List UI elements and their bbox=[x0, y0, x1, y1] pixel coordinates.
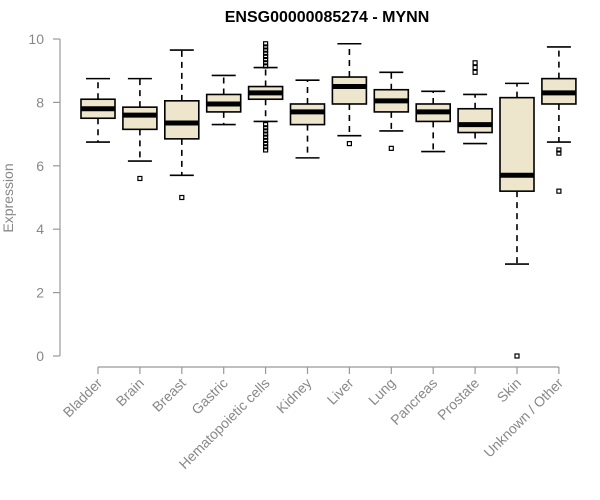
x-tick-label: Pancreas bbox=[387, 375, 440, 428]
x-tick-label: Brain bbox=[113, 375, 147, 409]
outlier-point bbox=[472, 69, 478, 75]
box bbox=[122, 106, 158, 131]
chart-title: ENSG00000085274 - MYNN bbox=[225, 9, 430, 26]
y-tick-label: 4 bbox=[36, 221, 44, 237]
outlier-point bbox=[472, 60, 478, 66]
x-tick-label: Liver bbox=[324, 375, 357, 408]
x-tick-label: Lung bbox=[365, 375, 398, 408]
box-group bbox=[415, 90, 452, 153]
x-tick-label: Prostate bbox=[434, 375, 482, 423]
x-tick-label: Unknown / Other bbox=[480, 375, 566, 461]
y-tick-label: 2 bbox=[36, 285, 44, 301]
y-axis: 0 2 4 6 8 10 bbox=[28, 31, 61, 364]
y-tick-label: 6 bbox=[36, 158, 44, 174]
x-tick-label: Kidney bbox=[273, 375, 315, 417]
y-tick-label: 8 bbox=[36, 94, 44, 110]
box-group bbox=[164, 49, 200, 201]
box bbox=[331, 76, 368, 105]
box-series bbox=[80, 41, 577, 359]
box bbox=[457, 107, 493, 134]
outlier-point bbox=[263, 134, 269, 140]
y-tick-label: 10 bbox=[28, 31, 44, 47]
outlier-point bbox=[263, 128, 269, 134]
box-group bbox=[205, 74, 242, 126]
box bbox=[164, 100, 200, 140]
outlier-point bbox=[263, 53, 269, 60]
box-group bbox=[247, 41, 284, 153]
outlier-point bbox=[472, 64, 478, 71]
outlier-point bbox=[556, 147, 562, 153]
outlier-point bbox=[556, 150, 562, 156]
outlier-point bbox=[263, 131, 269, 137]
outlier-point bbox=[263, 141, 269, 147]
outlier-point bbox=[263, 57, 269, 63]
y-axis-label: Expression bbox=[0, 163, 16, 232]
x-tick-label: Bladder bbox=[60, 375, 106, 421]
box-group bbox=[80, 77, 116, 143]
x-tick-label: Skin bbox=[494, 375, 525, 406]
outlier-point bbox=[179, 194, 185, 201]
box-group bbox=[122, 77, 158, 182]
y-tick-label: 0 bbox=[36, 348, 44, 364]
box-group bbox=[499, 82, 535, 359]
outlier-point bbox=[137, 175, 143, 182]
x-tick-label: Breast bbox=[149, 375, 189, 415]
outlier-point bbox=[556, 188, 562, 194]
box-group bbox=[331, 42, 368, 147]
outlier-point bbox=[263, 121, 269, 128]
box-group bbox=[289, 79, 326, 159]
outlier-point bbox=[514, 353, 520, 359]
outlier-point bbox=[263, 137, 269, 144]
box-group bbox=[457, 60, 493, 145]
outlier-point bbox=[263, 144, 269, 150]
outlier-point bbox=[263, 50, 269, 56]
box-group bbox=[541, 46, 577, 194]
box-group bbox=[373, 71, 410, 151]
outlier-point bbox=[263, 63, 269, 69]
outlier-point bbox=[263, 47, 269, 53]
outlier-point bbox=[346, 141, 352, 147]
outlier-point bbox=[263, 125, 269, 131]
outlier-point bbox=[263, 41, 269, 47]
outlier-point bbox=[263, 60, 269, 66]
outlier-point bbox=[263, 147, 269, 153]
outlier-point bbox=[388, 145, 394, 151]
outlier-point bbox=[263, 44, 269, 50]
